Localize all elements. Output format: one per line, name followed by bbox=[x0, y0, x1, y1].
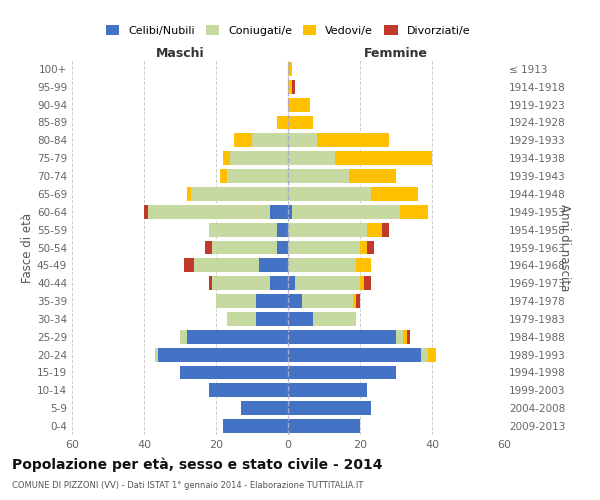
Bar bbox=[288, 312, 313, 326]
Bar bbox=[288, 98, 310, 112]
Bar bbox=[407, 330, 410, 344]
Bar bbox=[295, 276, 360, 290]
Bar bbox=[288, 169, 349, 183]
Bar bbox=[288, 240, 360, 254]
Bar bbox=[288, 330, 396, 344]
Bar bbox=[396, 330, 403, 344]
Legend: Celibi/Nubili, Coniugati/e, Vedovi/e, Divorziati/e: Celibi/Nubili, Coniugati/e, Vedovi/e, Di… bbox=[101, 20, 475, 40]
Bar bbox=[191, 187, 288, 201]
Bar bbox=[234, 134, 252, 147]
Bar bbox=[367, 240, 374, 254]
Bar bbox=[205, 240, 212, 254]
Bar bbox=[144, 205, 148, 219]
Bar bbox=[223, 419, 288, 433]
Bar bbox=[227, 169, 288, 183]
Bar bbox=[194, 258, 259, 272]
Bar bbox=[223, 151, 230, 165]
Bar bbox=[288, 294, 302, 308]
Bar bbox=[158, 348, 288, 362]
Bar bbox=[187, 187, 191, 201]
Bar bbox=[216, 294, 256, 308]
Bar bbox=[288, 116, 313, 130]
Bar bbox=[288, 187, 371, 201]
Bar bbox=[288, 384, 367, 398]
Bar bbox=[302, 294, 353, 308]
Bar bbox=[335, 151, 432, 165]
Bar bbox=[288, 258, 356, 272]
Bar bbox=[148, 205, 270, 219]
Bar bbox=[356, 258, 371, 272]
Text: Popolazione per età, sesso e stato civile - 2014: Popolazione per età, sesso e stato civil… bbox=[12, 458, 383, 472]
Y-axis label: Anni di nascita: Anni di nascita bbox=[558, 204, 571, 291]
Bar bbox=[292, 80, 295, 94]
Bar bbox=[256, 312, 288, 326]
Bar bbox=[382, 222, 389, 236]
Bar bbox=[277, 116, 288, 130]
Bar bbox=[288, 134, 317, 147]
Text: Maschi: Maschi bbox=[155, 47, 205, 60]
Bar bbox=[184, 258, 194, 272]
Bar bbox=[364, 276, 371, 290]
Bar bbox=[256, 294, 288, 308]
Bar bbox=[288, 348, 421, 362]
Bar bbox=[227, 312, 256, 326]
Bar bbox=[288, 62, 292, 76]
Bar bbox=[288, 276, 295, 290]
Bar bbox=[288, 222, 367, 236]
Bar bbox=[270, 205, 288, 219]
Bar bbox=[353, 294, 356, 308]
Bar bbox=[277, 240, 288, 254]
Bar bbox=[187, 330, 288, 344]
Bar bbox=[212, 276, 270, 290]
Bar bbox=[230, 151, 288, 165]
Bar bbox=[270, 276, 288, 290]
Text: Femmine: Femmine bbox=[364, 47, 428, 60]
Bar bbox=[288, 401, 371, 415]
Bar bbox=[288, 419, 360, 433]
Bar bbox=[180, 330, 187, 344]
Bar bbox=[155, 348, 158, 362]
Bar bbox=[220, 169, 227, 183]
Bar bbox=[371, 187, 418, 201]
Bar bbox=[180, 366, 288, 380]
Bar bbox=[212, 240, 277, 254]
Bar bbox=[360, 240, 367, 254]
Bar bbox=[252, 134, 288, 147]
Bar bbox=[403, 330, 407, 344]
Bar bbox=[356, 294, 360, 308]
Bar bbox=[209, 276, 212, 290]
Bar bbox=[317, 134, 389, 147]
Bar bbox=[421, 348, 428, 362]
Bar bbox=[209, 384, 288, 398]
Bar bbox=[400, 205, 428, 219]
Bar bbox=[288, 205, 292, 219]
Bar bbox=[360, 276, 364, 290]
Bar bbox=[288, 151, 335, 165]
Bar bbox=[259, 258, 288, 272]
Bar bbox=[277, 222, 288, 236]
Bar bbox=[241, 401, 288, 415]
Text: COMUNE DI PIZZONI (VV) - Dati ISTAT 1° gennaio 2014 - Elaborazione TUTTITALIA.IT: COMUNE DI PIZZONI (VV) - Dati ISTAT 1° g… bbox=[12, 481, 364, 490]
Y-axis label: Fasce di età: Fasce di età bbox=[21, 212, 34, 282]
Bar bbox=[349, 169, 396, 183]
Bar bbox=[428, 348, 436, 362]
Bar bbox=[367, 222, 382, 236]
Bar bbox=[209, 222, 277, 236]
Bar bbox=[288, 80, 292, 94]
Bar bbox=[292, 205, 400, 219]
Bar bbox=[288, 366, 396, 380]
Bar bbox=[313, 312, 356, 326]
